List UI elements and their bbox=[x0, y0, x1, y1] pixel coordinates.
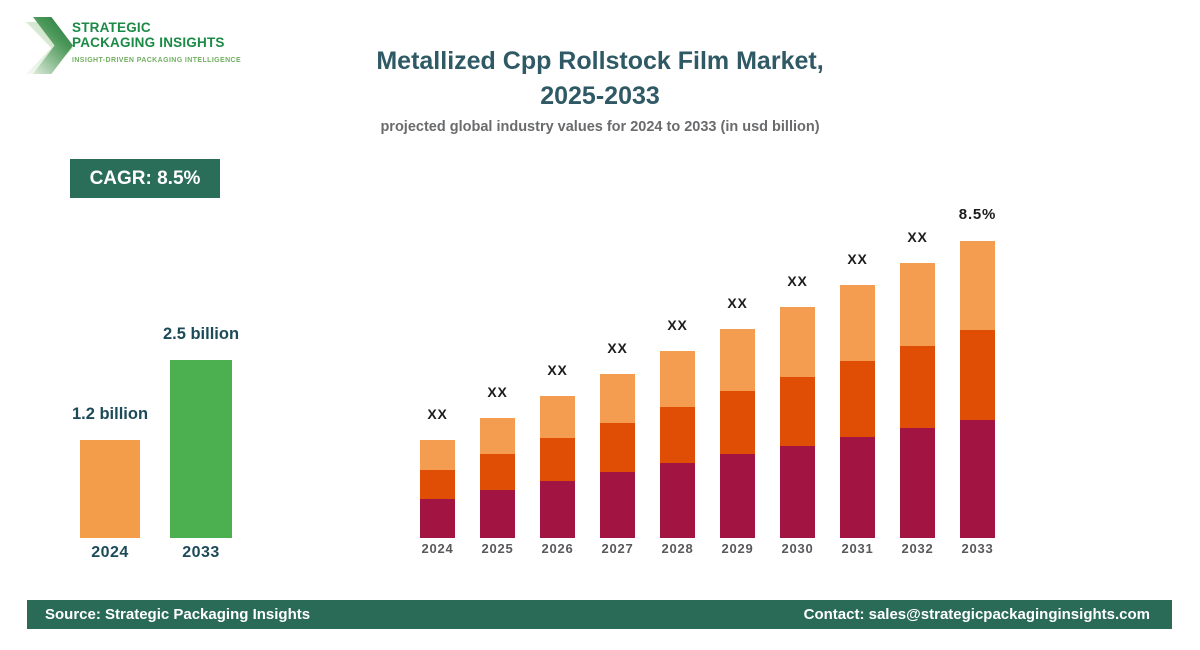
page-title-line1: Metallized Cpp Rollstock Film Market, bbox=[376, 47, 824, 75]
stacked-segment-middle bbox=[840, 361, 875, 437]
growth-bar-value-label: 1.2 billion bbox=[71, 405, 149, 423]
stacked-bar-2024 bbox=[420, 440, 455, 538]
stacked-segment-bottom bbox=[900, 428, 935, 538]
growth-bar-2033 bbox=[170, 360, 232, 538]
stacked-segment-bottom bbox=[720, 454, 755, 538]
growth-x-tick-label: 2024 bbox=[91, 544, 129, 561]
x-tick-label: 2033 bbox=[961, 541, 994, 556]
brand-logo: STRATEGIC PACKAGING INSIGHTS INSIGHT-DRI… bbox=[26, 14, 293, 84]
stacked-segment-top bbox=[900, 263, 935, 346]
x-tick-label: 2025 bbox=[481, 541, 514, 556]
stacked-segment-middle bbox=[960, 330, 995, 420]
projection-stacked-chart: XX 2024 XX 2025 XX 2026 XX 2027 XX 2028 XX 2029 XX 20… bbox=[410, 195, 1010, 556]
stacked-segment-middle bbox=[900, 346, 935, 428]
logo-name-line2: PACKAGING INSIGHTS bbox=[72, 35, 225, 50]
stacked-segment-top bbox=[420, 440, 455, 470]
x-tick-label: 2026 bbox=[541, 541, 574, 556]
stacked-segment-middle bbox=[540, 438, 575, 481]
growth-summary-chart: 1.2 billion 2024 2.5 billion 2033 bbox=[60, 318, 255, 561]
stacked-segment-top bbox=[840, 285, 875, 361]
stacked-segment-middle bbox=[480, 454, 515, 490]
title-block: Metallized Cpp Rollstock Film Market, 20… bbox=[230, 44, 970, 135]
x-tick-label: 2028 bbox=[661, 541, 694, 556]
logo-chevron-icon bbox=[26, 17, 73, 74]
stacked-segment-bottom bbox=[660, 463, 695, 538]
page-subtitle: projected global industry values for 202… bbox=[380, 119, 820, 135]
stacked-segment-top bbox=[660, 351, 695, 407]
stacked-segment-top bbox=[960, 241, 995, 330]
x-tick-label: 2030 bbox=[781, 541, 814, 556]
stacked-segment-bottom bbox=[960, 420, 995, 538]
stacked-bar-2028 bbox=[660, 351, 695, 538]
stacked-segment-bottom bbox=[780, 446, 815, 538]
stacked-bar-2031 bbox=[840, 285, 875, 538]
stacked-segment-top bbox=[480, 418, 515, 454]
stacked-segment-bottom bbox=[540, 481, 575, 538]
bar-top-label: XX bbox=[487, 384, 508, 400]
stacked-bar-2032 bbox=[900, 263, 935, 538]
bar-top-label: XX bbox=[667, 317, 688, 333]
stacked-segment-top bbox=[600, 374, 635, 423]
logo-text: STRATEGIC PACKAGING INSIGHTS INSIGHT-DRI… bbox=[72, 20, 241, 64]
bar-top-label: XX bbox=[727, 295, 748, 311]
stacked-segment-bottom bbox=[480, 490, 515, 538]
logo-tagline: INSIGHT-DRIVEN PACKAGING INTELLIGENCE bbox=[72, 57, 242, 64]
stacked-segment-top bbox=[720, 329, 755, 391]
x-tick-label: 2032 bbox=[901, 541, 934, 556]
footer-source: Source: Strategic Packaging Insights bbox=[45, 606, 311, 623]
stacked-segment-top bbox=[540, 396, 575, 438]
stacked-segment-middle bbox=[660, 407, 695, 463]
footer-bar: Source: Strategic Packaging Insights Con… bbox=[27, 600, 1172, 629]
stacked-segment-middle bbox=[600, 423, 635, 472]
footer-contact: Contact: sales@strategicpackaginginsight… bbox=[803, 606, 1150, 623]
stacked-bar-2033 bbox=[960, 241, 995, 538]
cagr-badge: CAGR: 8.5% bbox=[70, 159, 220, 198]
bar-top-label: XX bbox=[847, 251, 868, 267]
bar-top-label: XX bbox=[427, 406, 448, 422]
stacked-bar-2029 bbox=[720, 329, 755, 538]
bar-top-label: XX bbox=[607, 340, 628, 356]
stacked-bar-2027 bbox=[600, 374, 635, 538]
stacked-segment-bottom bbox=[840, 437, 875, 538]
growth-bar-value-label: 2.5 billion bbox=[162, 325, 240, 343]
stacked-bar-2030 bbox=[780, 307, 815, 538]
stacked-segment-bottom bbox=[600, 472, 635, 538]
stacked-segment-middle bbox=[420, 470, 455, 499]
bar-top-label: XX bbox=[547, 362, 568, 378]
stacked-segment-middle bbox=[780, 377, 815, 446]
x-tick-label: 2029 bbox=[721, 541, 754, 556]
growth-x-tick-label: 2033 bbox=[182, 544, 220, 561]
stacked-segment-bottom bbox=[420, 499, 455, 538]
page-title-line2: 2025-2033 bbox=[540, 82, 660, 110]
growth-bar-2024 bbox=[80, 440, 140, 538]
logo-name-line1: STRATEGIC bbox=[72, 20, 151, 35]
stacked-segment-middle bbox=[720, 391, 755, 454]
bar-top-label: XX bbox=[907, 229, 928, 245]
stacked-bar-2026 bbox=[540, 396, 575, 538]
stacked-bar-2025 bbox=[480, 418, 515, 538]
stacked-segment-top bbox=[780, 307, 815, 377]
x-tick-label: 2031 bbox=[841, 541, 874, 556]
x-tick-label: 2027 bbox=[601, 541, 634, 556]
bar-top-label: XX bbox=[787, 273, 808, 289]
bar-top-label: 8.5% bbox=[958, 206, 997, 223]
x-tick-label: 2024 bbox=[421, 541, 454, 556]
